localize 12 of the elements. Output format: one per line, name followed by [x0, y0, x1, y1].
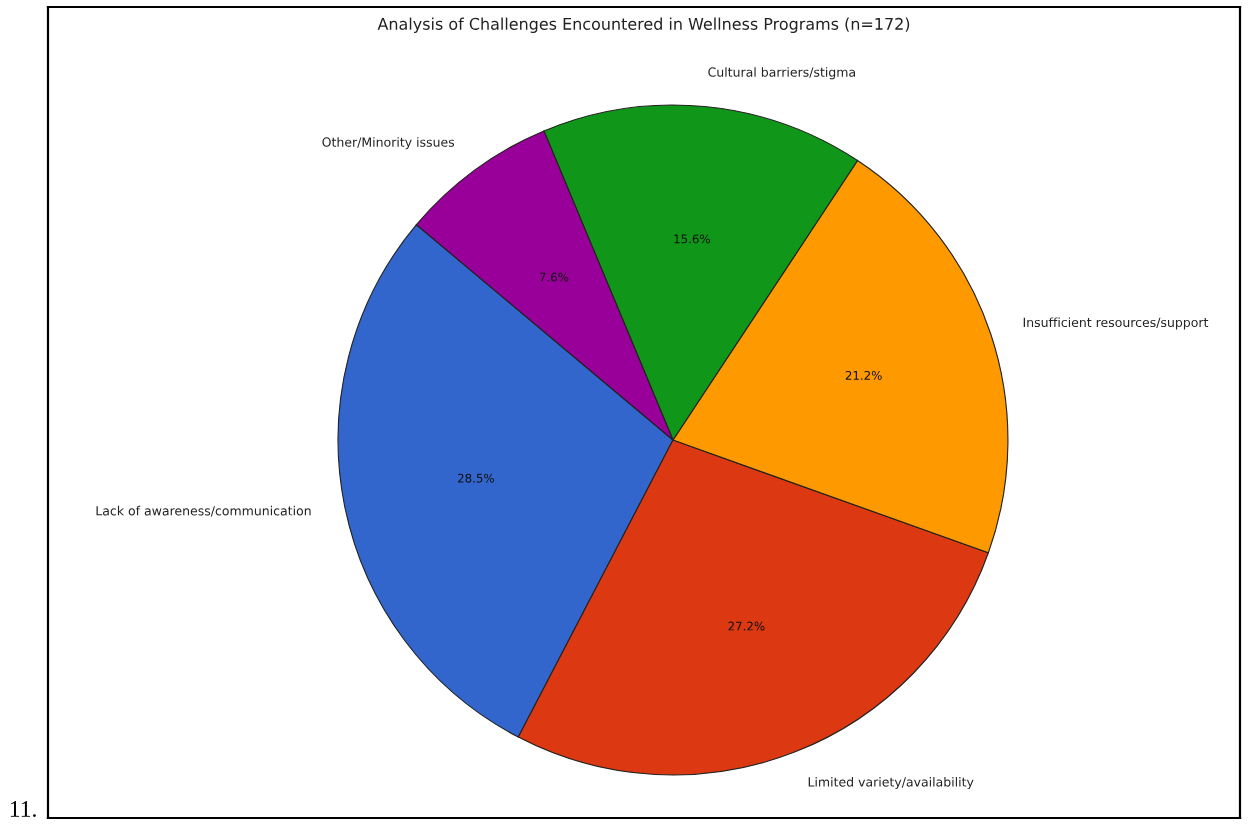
data-label: 28.5% [458, 473, 494, 483]
slice-label: Lack of awareness/communication [96, 505, 311, 517]
data-label: 7.6% [539, 272, 569, 282]
slice-label: Other/Minority issues [322, 137, 455, 150]
chart-title: Analysis of Challenges Encountered in Wellness Programs (n=172) [377, 17, 910, 33]
data-label: 27.2% [728, 621, 765, 631]
slice-label: Cultural barriers/stigma [708, 67, 855, 80]
data-label: 15.6% [674, 234, 710, 244]
data-label: 21.2% [845, 370, 882, 380]
slice-label: Limited variety/availability [808, 776, 974, 790]
slice-label: Insufficient resources/support [1023, 317, 1209, 330]
text: 11. [10, 801, 36, 818]
